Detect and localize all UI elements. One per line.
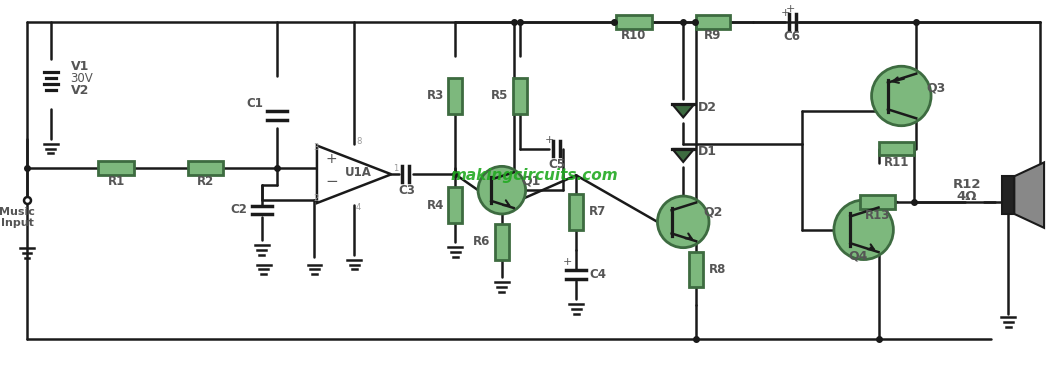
Text: Input: Input [1,218,34,228]
Text: 30V: 30V [70,72,94,85]
Circle shape [833,200,893,259]
Text: R9: R9 [704,29,722,42]
FancyBboxPatch shape [879,142,914,155]
Text: V2: V2 [70,84,89,97]
FancyBboxPatch shape [449,187,462,223]
Text: +: + [326,152,337,166]
Text: R6: R6 [473,235,491,248]
Text: Q2: Q2 [703,206,722,219]
Text: +: + [785,4,795,14]
FancyBboxPatch shape [616,15,652,29]
Text: R7: R7 [590,206,606,219]
FancyBboxPatch shape [449,78,462,114]
Text: −: − [326,174,338,189]
Text: +: + [545,134,554,144]
Text: R4: R4 [427,199,445,212]
Circle shape [478,167,526,214]
Text: 8: 8 [356,137,362,146]
Bar [1003,176,1014,214]
Polygon shape [317,146,391,203]
FancyBboxPatch shape [513,78,527,114]
Text: D1: D1 [698,146,717,159]
Text: 2: 2 [313,194,318,203]
Circle shape [871,66,931,126]
Text: makingcircuits.com: makingcircuits.com [451,168,618,183]
FancyBboxPatch shape [187,162,223,175]
Text: R5: R5 [491,89,509,102]
Text: 1: 1 [393,164,398,173]
Circle shape [658,196,709,248]
Text: R12: R12 [952,178,981,191]
Text: C3: C3 [398,184,415,197]
Text: 4: 4 [356,203,362,212]
Text: Q3: Q3 [926,81,945,94]
Text: C6: C6 [784,30,801,43]
FancyBboxPatch shape [860,195,895,209]
Polygon shape [673,104,694,117]
FancyBboxPatch shape [689,252,703,287]
Text: R2: R2 [197,175,214,188]
Text: Music: Music [0,207,35,217]
Text: R10: R10 [621,29,646,42]
Text: +: + [562,257,572,267]
Text: 3: 3 [313,142,318,152]
FancyBboxPatch shape [495,224,509,259]
Text: R11: R11 [884,156,909,169]
FancyBboxPatch shape [696,15,729,29]
Text: U1A: U1A [345,166,371,179]
Text: C5: C5 [549,158,565,171]
Text: V1: V1 [70,60,89,73]
Text: C1: C1 [247,97,264,110]
Text: R1: R1 [107,175,125,188]
Text: R3: R3 [427,89,444,102]
Text: R8: R8 [709,263,726,276]
Text: +: + [781,8,790,18]
Text: Q1: Q1 [521,174,541,187]
Text: C4: C4 [590,268,606,281]
Polygon shape [1014,162,1044,228]
FancyBboxPatch shape [99,162,135,175]
FancyBboxPatch shape [570,194,583,230]
Text: R13: R13 [865,209,890,222]
Polygon shape [673,149,694,162]
Text: C2: C2 [230,204,248,217]
Text: Q4: Q4 [849,249,868,262]
Text: D2: D2 [698,101,717,114]
Text: 4Ω: 4Ω [956,190,977,203]
